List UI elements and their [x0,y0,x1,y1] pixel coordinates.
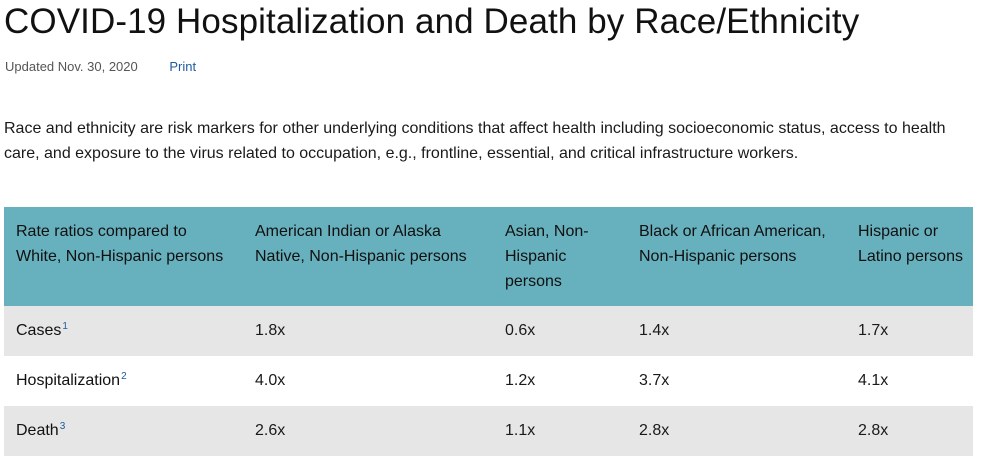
table-row: Death3 2.6x 1.1x 2.8x 2.8x [4,406,973,456]
table-cell: 0.6x [493,306,627,356]
updated-date: Updated Nov. 30, 2020 [5,59,138,74]
page-title: COVID-19 Hospitalization and Death by Ra… [4,2,860,41]
table-cell: 4.0x [243,356,493,406]
table-cell: 3.7x [627,356,846,406]
table-cell: 1.7x [846,306,973,356]
table-cell: 2.8x [627,406,846,456]
row-label-text: Cases [16,322,62,339]
column-header-american-indian: American Indian or Alaska Native, Non-Hi… [243,207,493,306]
column-header-rate-ratios: Rate ratios compared to White, Non-Hispa… [4,207,243,306]
table-row: Cases1 1.8x 0.6x 1.4x 1.7x [4,306,973,356]
row-label-cases: Cases1 [4,306,243,356]
page-meta: Updated Nov. 30, 2020 Print [5,58,196,76]
intro-paragraph: Race and ethnicity are risk markers for … [4,120,946,162]
print-link[interactable]: Print [169,59,197,74]
table-cell: 1.4x [627,306,846,356]
row-label-text: Death [16,422,59,439]
column-header-asian: Asian, Non-Hispanic persons [493,207,627,306]
table-cell: 2.6x [243,406,493,456]
footnote-link[interactable]: 3 [59,420,66,432]
row-label-text: Hospitalization [16,372,121,389]
table-cell: 1.1x [493,406,627,456]
table-cell: 4.1x [846,356,973,406]
column-header-black: Black or African American, Non-Hispanic … [627,207,846,306]
table-cell: 2.8x [846,406,973,456]
row-label-hospitalization: Hospitalization2 [4,356,243,406]
rate-ratios-table: Rate ratios compared to White, Non-Hispa… [4,207,973,456]
column-header-hispanic: Hispanic or Latino persons [846,207,973,306]
row-label-death: Death3 [4,406,243,456]
footnote-link[interactable]: 2 [121,370,127,382]
table-cell: 1.2x [493,356,627,406]
table-cell: 1.8x [243,306,493,356]
table-row: Hospitalization2 4.0x 1.2x 3.7x 4.1x [4,356,973,406]
footnote-link[interactable]: 1 [62,320,68,332]
table-header-row: Rate ratios compared to White, Non-Hispa… [4,207,973,306]
